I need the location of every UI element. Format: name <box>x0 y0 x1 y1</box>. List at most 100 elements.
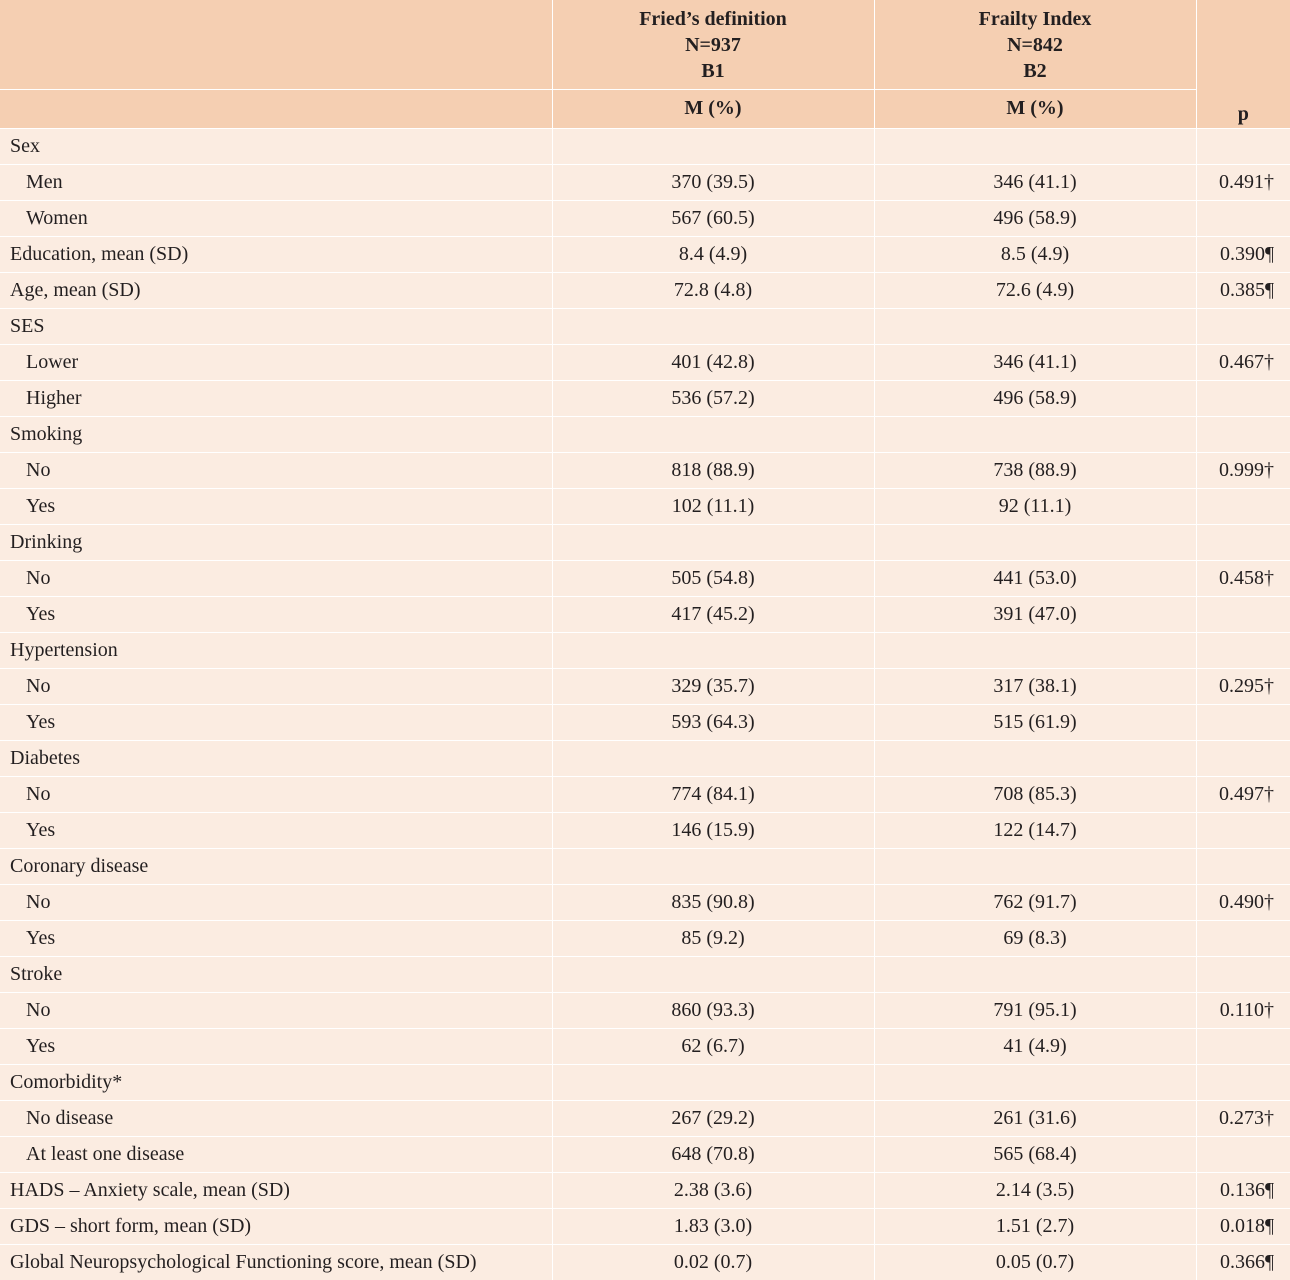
cell-p-value <box>1196 955 1290 992</box>
row-label: Drinking <box>0 523 553 560</box>
cell-p-value: 0.018¶ <box>1196 1207 1290 1244</box>
cell-b2: 346 (41.1) <box>874 343 1197 380</box>
cell-p-value: 0.390¶ <box>1196 235 1290 272</box>
table-row: Yes 146 (15.9) 122 (14.7) <box>0 811 1290 848</box>
cell-b1 <box>552 523 875 560</box>
table-row: Yes 593 (64.3) 515 (61.9) <box>0 703 1290 740</box>
table-row: Women 567 (60.5) 496 (58.9) <box>0 199 1290 236</box>
cell-b1: 102 (11.1) <box>552 487 875 524</box>
table-row: No 860 (93.3) 791 (95.1) 0.110† <box>0 991 1290 1028</box>
cell-p-value <box>1196 379 1290 416</box>
cell-b1: 593 (64.3) <box>552 703 875 740</box>
cell-p-value: 0.490† <box>1196 883 1290 920</box>
row-label: Women <box>0 199 553 236</box>
table-row: GDS – short form, mean (SD) 1.83 (3.0) 1.5… <box>0 1207 1290 1244</box>
cell-b2: 391 (47.0) <box>874 595 1197 632</box>
table-row: At least one disease 648 (70.8) 565 (68.4) <box>0 1135 1290 1172</box>
cell-b2: 738 (88.9) <box>874 451 1197 488</box>
row-label: At least one disease <box>0 1135 553 1172</box>
table-row: Yes 417 (45.2) 391 (47.0) <box>0 595 1290 632</box>
header-b1: Fried’s definition N=937 B1 <box>552 0 875 90</box>
cell-b2: 8.5 (4.9) <box>874 235 1197 272</box>
cell-b1 <box>552 847 875 884</box>
row-label: Comorbidity* <box>0 1063 553 1100</box>
cell-b2 <box>874 523 1197 560</box>
cell-p-value <box>1196 703 1290 740</box>
cell-b2: 317 (38.1) <box>874 667 1197 704</box>
cell-b1: 329 (35.7) <box>552 667 875 704</box>
cell-b2 <box>874 127 1197 164</box>
cell-p-value <box>1196 199 1290 236</box>
cell-b2: 515 (61.9) <box>874 703 1197 740</box>
header-b1-title: Fried’s definition <box>639 7 787 30</box>
cell-p-value: 0.295† <box>1196 667 1290 704</box>
cell-b2 <box>874 415 1197 452</box>
cell-b2: 69 (8.3) <box>874 919 1197 956</box>
cell-b1 <box>552 307 875 344</box>
table-row: Drinking <box>0 523 1290 560</box>
row-label: Sex <box>0 127 553 164</box>
cell-b1: 2.38 (3.6) <box>552 1171 875 1208</box>
header-empty-cell <box>0 0 553 90</box>
row-label: Yes <box>0 595 553 632</box>
cell-p-value <box>1196 811 1290 848</box>
cell-p-value <box>1196 919 1290 956</box>
row-label: Yes <box>0 811 553 848</box>
row-label: Diabetes <box>0 739 553 776</box>
cell-b2: 72.6 (4.9) <box>874 271 1197 308</box>
table-row: Sex <box>0 127 1290 164</box>
cell-p-value <box>1196 307 1290 344</box>
cell-b2: 496 (58.9) <box>874 379 1197 416</box>
table-row: Higher 536 (57.2) 496 (58.9) <box>0 379 1290 416</box>
table-row: Yes 102 (11.1) 92 (11.1) <box>0 487 1290 524</box>
cell-b2: 0.05 (0.7) <box>874 1243 1197 1280</box>
cell-b1 <box>552 127 875 164</box>
cell-b2: 565 (68.4) <box>874 1135 1197 1172</box>
table-row: Stroke <box>0 955 1290 992</box>
table-header: Fried’s definition N=937 B1 Frailty Inde… <box>0 0 1290 128</box>
row-label: No <box>0 775 553 812</box>
table-row: No disease 267 (29.2) 261 (31.6) 0.273† <box>0 1099 1290 1136</box>
cell-b1: 370 (39.5) <box>552 163 875 200</box>
cell-b1: 72.8 (4.8) <box>552 271 875 308</box>
row-label: Global Neuropsychological Functioning sc… <box>0 1243 553 1280</box>
cell-b2 <box>874 955 1197 992</box>
cell-p-value <box>1196 847 1290 884</box>
cell-b1 <box>552 415 875 452</box>
row-label: HADS – Anxiety scale, mean (SD) <box>0 1171 553 1208</box>
cell-p-value <box>1196 1063 1290 1100</box>
header-b2-measure: M (%) <box>874 89 1197 128</box>
table-row: Comorbidity* <box>0 1063 1290 1100</box>
cell-p-value: 0.273† <box>1196 1099 1290 1136</box>
cell-b1: 85 (9.2) <box>552 919 875 956</box>
cell-b1: 567 (60.5) <box>552 199 875 236</box>
cell-b2: 1.51 (2.7) <box>874 1207 1197 1244</box>
table-row: Yes 85 (9.2) 69 (8.3) <box>0 919 1290 956</box>
header-b2-title: Frailty Index <box>978 7 1092 30</box>
cell-b2 <box>874 739 1197 776</box>
cell-b1: 536 (57.2) <box>552 379 875 416</box>
cell-b1: 860 (93.3) <box>552 991 875 1028</box>
table-row: No 835 (90.8) 762 (91.7) 0.490† <box>0 883 1290 920</box>
row-label: Yes <box>0 487 553 524</box>
cell-p-value <box>1196 739 1290 776</box>
header-p-value: p <box>1196 89 1290 128</box>
table-row: Men 370 (39.5) 346 (41.1) 0.491† <box>0 163 1290 200</box>
row-label: Education, mean (SD) <box>0 235 553 272</box>
table-row: Global Neuropsychological Functioning sc… <box>0 1243 1290 1280</box>
cell-b1: 267 (29.2) <box>552 1099 875 1136</box>
cell-p-value: 0.366¶ <box>1196 1243 1290 1280</box>
header-b1-measure: M (%) <box>552 89 875 128</box>
row-label: Smoking <box>0 415 553 452</box>
cell-b2: 2.14 (3.5) <box>874 1171 1197 1208</box>
cell-p-value <box>1196 127 1290 164</box>
cell-b2: 346 (41.1) <box>874 163 1197 200</box>
cell-b1: 1.83 (3.0) <box>552 1207 875 1244</box>
cell-b1: 62 (6.7) <box>552 1027 875 1064</box>
cell-p-value: 0.110† <box>1196 991 1290 1028</box>
table-row: Coronary disease <box>0 847 1290 884</box>
cell-b1: 417 (45.2) <box>552 595 875 632</box>
cell-b1 <box>552 955 875 992</box>
cell-b2 <box>874 307 1197 344</box>
